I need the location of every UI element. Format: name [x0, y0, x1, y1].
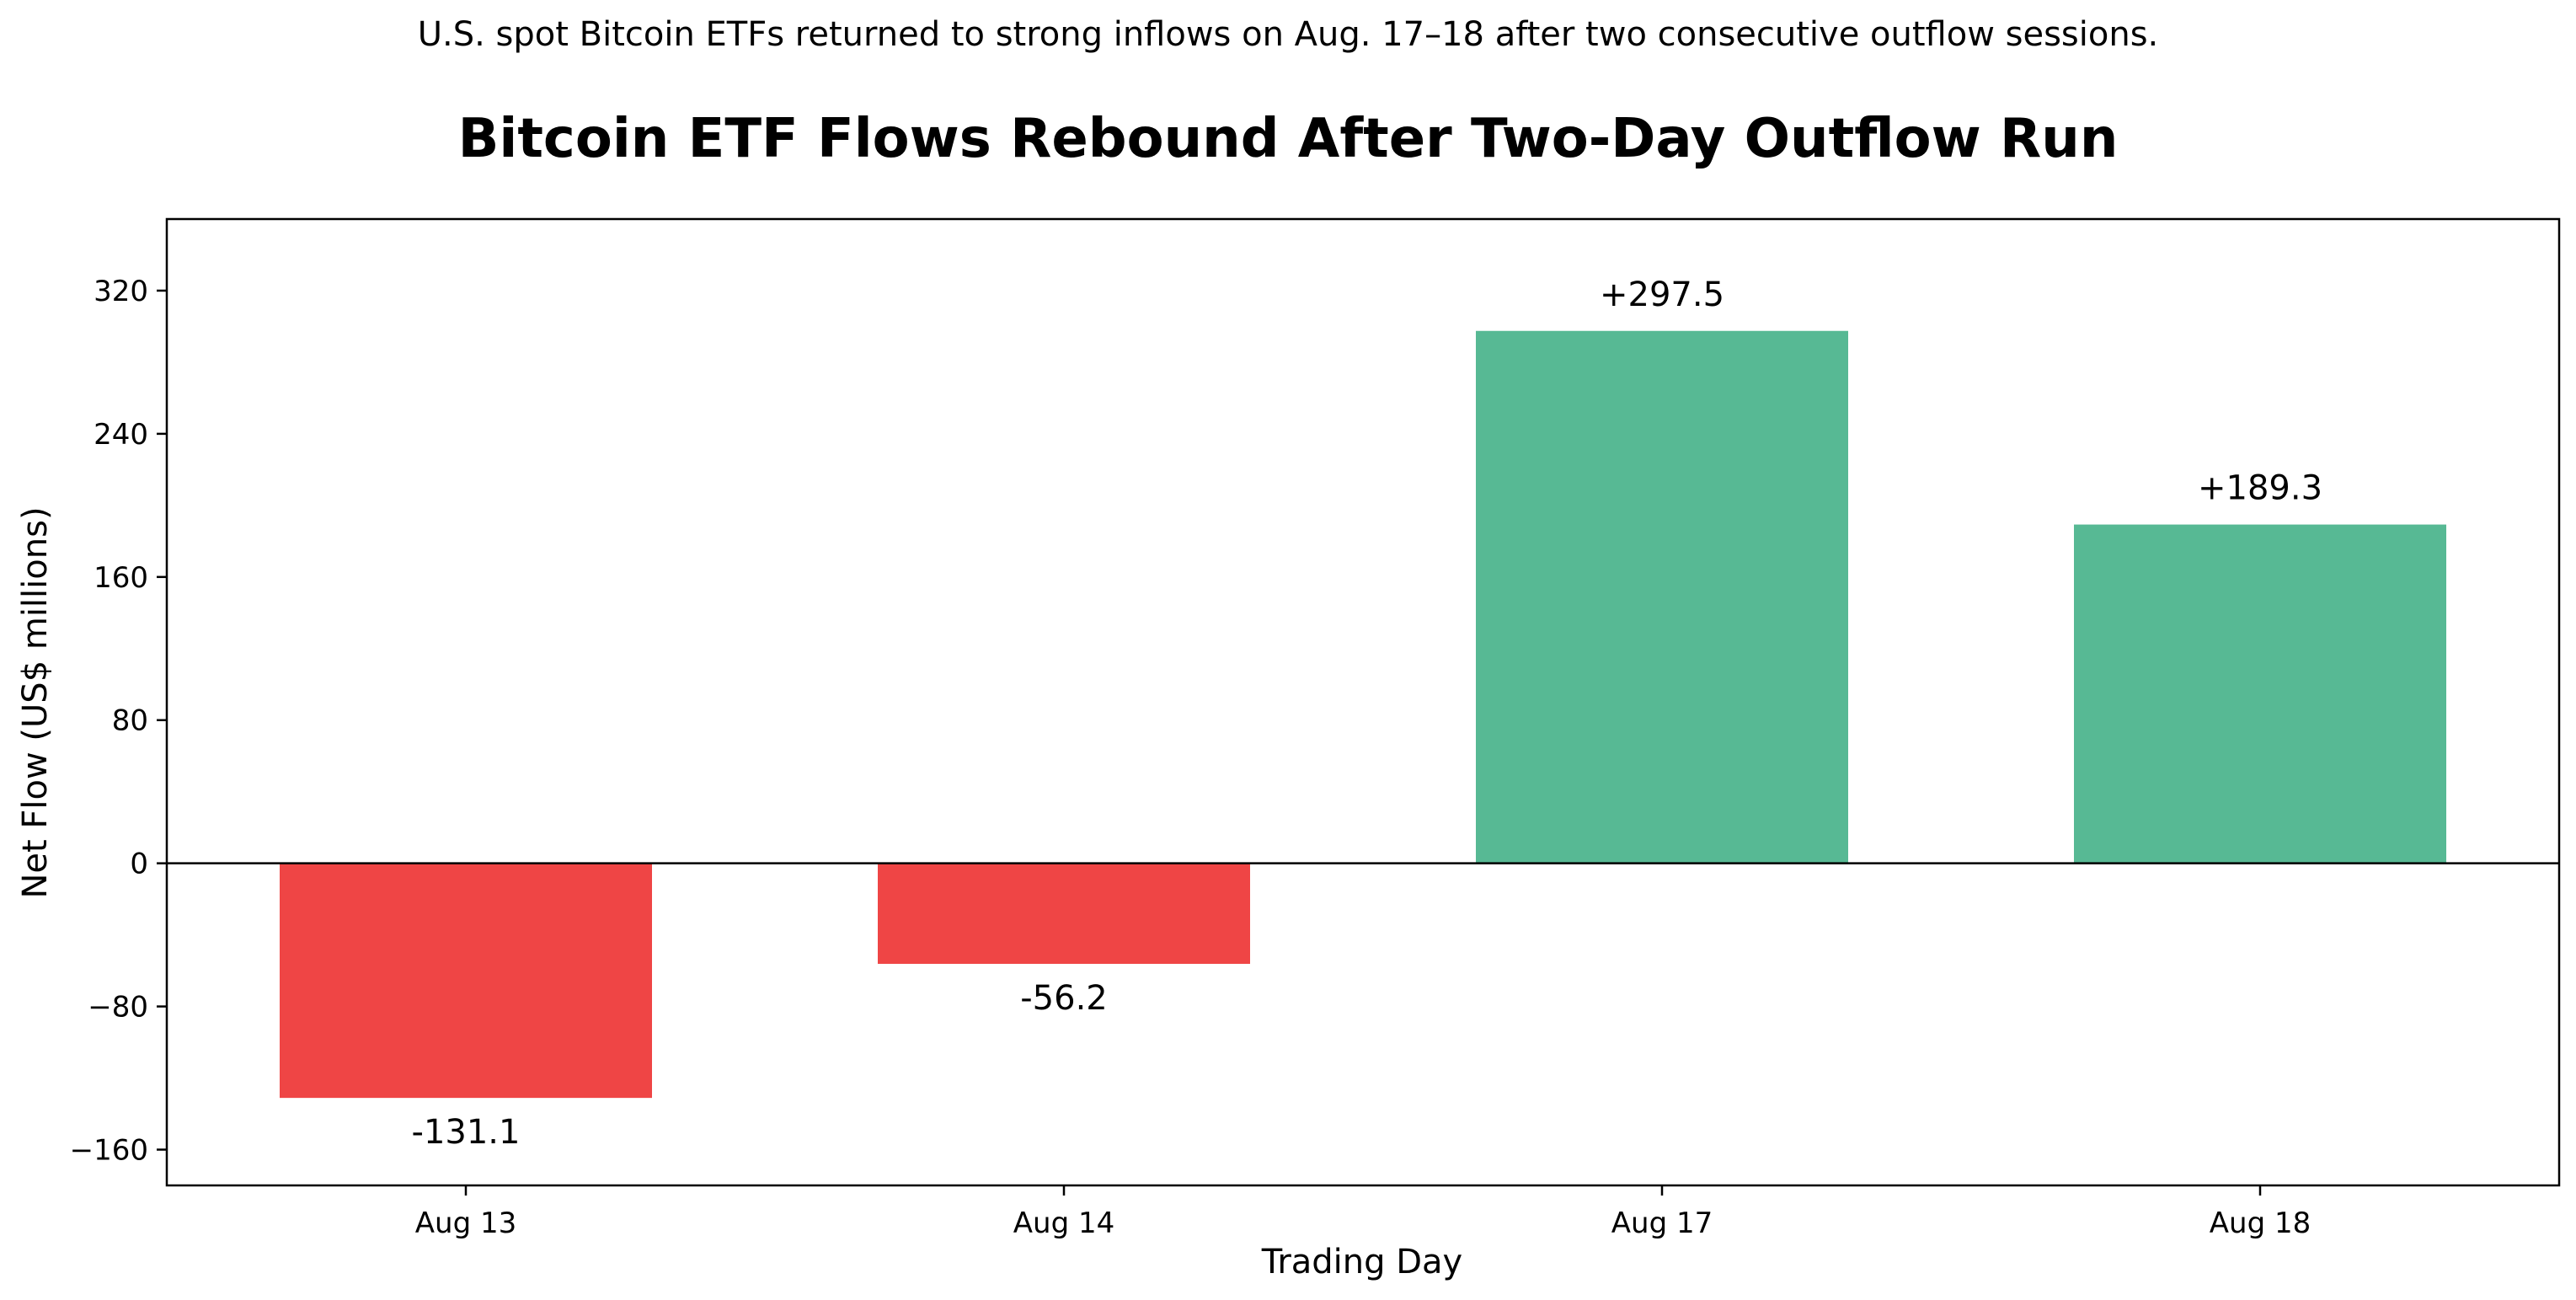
chart-title: Bitcoin ETF Flows Rebound After Two-Day …	[458, 108, 2119, 170]
data-labels-group: -131.1 -56.2 +297.5 +189.3	[412, 276, 2322, 1152]
bar-aug-18	[2074, 524, 2446, 864]
y-tick-label: −160	[70, 1134, 148, 1168]
y-axis: −160 −80 0 80 160 240 320	[70, 275, 167, 1168]
x-axis: Aug 13 Aug 14 Aug 17 Aug 18	[415, 1185, 2311, 1240]
data-label: +297.5	[1600, 276, 1724, 314]
chart-subtitle: U.S. spot Bitcoin ETFs returned to stron…	[418, 15, 2159, 54]
x-tick-label: Aug 18	[2210, 1206, 2311, 1240]
y-tick-label: 320	[94, 275, 148, 308]
y-tick-label: 80	[112, 704, 148, 738]
y-axis-label: Net Flow (US$ millions)	[16, 506, 55, 898]
x-tick-label: Aug 14	[1013, 1206, 1114, 1240]
bar-aug-17	[1476, 330, 1848, 864]
bar-aug-14	[878, 863, 1250, 965]
x-tick-label: Aug 13	[415, 1206, 516, 1240]
x-tick-label: Aug 17	[1611, 1206, 1713, 1240]
data-label: -131.1	[412, 1113, 521, 1152]
bars-group	[280, 330, 2446, 1099]
y-tick-label: 160	[94, 561, 148, 595]
data-label: +189.3	[2198, 469, 2322, 508]
y-tick-label: −80	[88, 991, 148, 1024]
bar-aug-13	[280, 863, 652, 1099]
y-tick-label: 240	[94, 418, 148, 452]
data-label: -56.2	[1020, 979, 1108, 1018]
plot-frame	[165, 217, 2561, 1187]
y-tick-label: 0	[130, 848, 148, 881]
x-axis-label: Trading Day	[1261, 1243, 1462, 1281]
